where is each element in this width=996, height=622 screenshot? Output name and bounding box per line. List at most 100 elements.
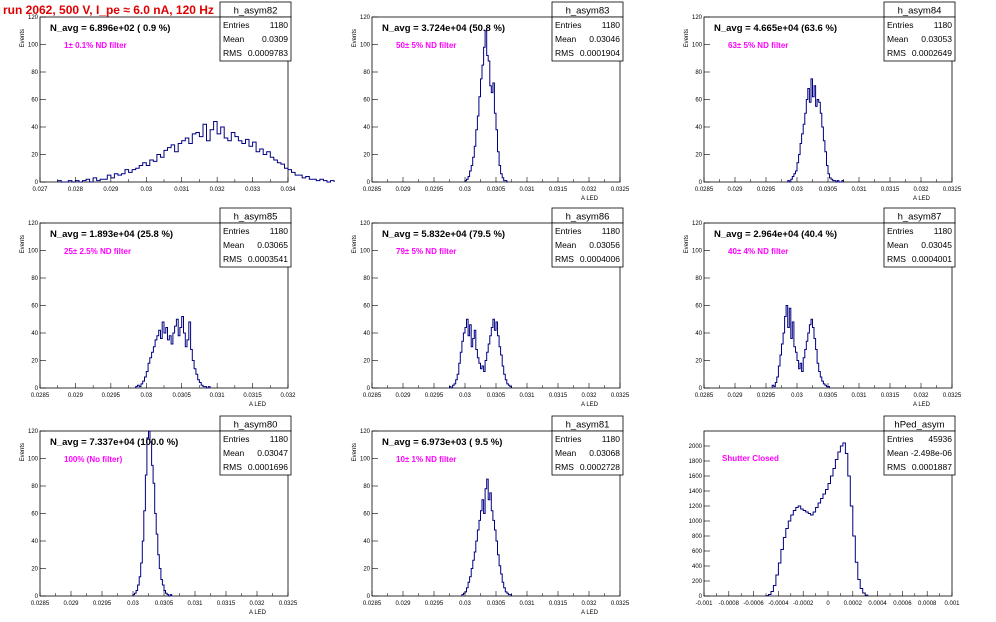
y-tick-label: 80 (31, 276, 38, 282)
x-tick-label: 0.0325 (611, 601, 630, 607)
y-tick-label: 100 (28, 43, 39, 49)
y-tick-label: 20 (695, 359, 702, 365)
x-tick-label: 0.0325 (943, 187, 962, 193)
y-axis-label: Events (352, 235, 358, 253)
x-tick-label: -0.0002 (793, 601, 814, 607)
histogram-name: h_asym83 (566, 6, 610, 17)
y-tick-label: 1400 (689, 489, 703, 495)
y-tick-label: 100 (28, 249, 39, 255)
y-tick-label: 100 (692, 249, 703, 255)
histogram-name: h_asym84 (898, 6, 942, 17)
stats-value: 45936 (928, 434, 952, 444)
x-tick-label: 0.032 (913, 187, 929, 193)
y-tick-label: 120 (692, 221, 703, 227)
stats-value: 1180 (602, 226, 621, 236)
navg-header: N_avg = 6.973e+03 ( 9.5 %) (382, 437, 502, 448)
y-axis-label: Events (352, 443, 358, 461)
x-tick-label: 0.03 (127, 601, 139, 607)
y-tick-label: 0 (35, 386, 39, 392)
y-tick-label: 80 (695, 70, 702, 76)
stats-value: 0.0009783 (248, 48, 288, 58)
navg-header: N_avg = 7.337e+04 (100.0 %) (50, 437, 178, 448)
stats-value: 0.03068 (589, 448, 620, 458)
x-tick-label: 0.0305 (155, 601, 174, 607)
stats-value: 0.0002728 (580, 462, 620, 472)
histogram-name: h_asym82 (234, 6, 278, 17)
y-axis-label: Events (20, 29, 26, 47)
x-axis-label: A LED (913, 402, 931, 408)
x-tick-label: 0.029 (395, 393, 411, 399)
x-tick-label: 0.028 (68, 187, 84, 193)
y-tick-label: 1600 (689, 474, 703, 480)
x-tick-label: 0.001 (944, 601, 960, 607)
x-tick-label: 0.032 (581, 393, 597, 399)
x-tick-label: 0.029 (395, 601, 411, 607)
x-tick-label: 0.0008 (918, 601, 937, 607)
x-tick-label: 0.0315 (549, 601, 568, 607)
y-tick-label: 1000 (689, 519, 703, 525)
x-tick-label: 0.032 (210, 187, 226, 193)
x-tick-label: 0.03 (459, 601, 471, 607)
y-tick-label: 80 (363, 276, 370, 282)
navg-header: N_avg = 6.896e+02 ( 0.9 %) (50, 23, 170, 34)
x-tick-label: 0.0295 (425, 601, 444, 607)
x-tick-label: 0.0285 (695, 187, 714, 193)
x-tick-label: 0.031 (187, 601, 203, 607)
x-tick-label: 0.033 (245, 187, 261, 193)
x-tick-label: 0.0315 (243, 393, 262, 399)
stats-value: -2.498e-06 (911, 448, 952, 458)
stats-label: Entries (887, 20, 913, 30)
y-tick-label: 20 (363, 359, 370, 365)
stats-box (219, 222, 292, 268)
histogram-name: h_asym85 (234, 212, 278, 223)
stats-value: 0.0001887 (912, 462, 952, 472)
x-tick-label: 0.0305 (487, 187, 506, 193)
y-axis-label: Events (684, 29, 690, 47)
histogram-line (464, 30, 509, 183)
y-tick-label: 120 (360, 15, 371, 21)
x-tick-label: 0.03 (140, 393, 152, 399)
stats-box (551, 222, 624, 268)
y-tick-label: 60 (31, 512, 38, 518)
x-tick-label: 0.029 (727, 187, 743, 193)
x-tick-label: 0.032 (581, 601, 597, 607)
y-tick-label: 0 (699, 386, 703, 392)
y-tick-label: 0 (367, 180, 371, 186)
stats-box (551, 16, 624, 62)
y-tick-label: 1200 (689, 504, 703, 510)
x-tick-label: 0.0285 (363, 601, 382, 607)
y-tick-label: 40 (695, 331, 702, 337)
stats-label: RMS (887, 254, 906, 264)
y-tick-label: 0 (699, 180, 703, 186)
y-tick-label: 20 (31, 359, 38, 365)
histogram-panel-h_asym85: 0.0285 0.029 0.0295 0.03 0.0305 0.031 0.0315 0.… (20, 207, 296, 408)
histogram-panel-h_asym87: 0.0285 0.029 0.0295 0.03 0.0305 0.031 0.0315 0.… (684, 207, 962, 408)
filter-annotation: 50± 5% ND filter (396, 41, 456, 50)
stats-value: 0.0004001 (912, 254, 952, 264)
y-tick-label: 60 (695, 98, 702, 104)
x-tick-label: 0.0315 (217, 601, 236, 607)
x-tick-label: 0.03 (140, 187, 152, 193)
y-tick-label: 100 (692, 43, 703, 49)
y-tick-label: 40 (31, 331, 38, 337)
histogram-line (57, 121, 335, 183)
x-axis-label: A LED (249, 402, 267, 408)
y-tick-label: 0 (367, 386, 371, 392)
stats-value: 0.0004006 (580, 254, 620, 264)
stats-box (883, 16, 956, 62)
histogram-name: h_asym81 (566, 420, 610, 431)
histogram-name: h_asym86 (566, 212, 610, 223)
x-tick-label: 0.0295 (102, 393, 121, 399)
stats-label: Mean (555, 448, 577, 458)
y-tick-label: 80 (363, 484, 370, 490)
y-tick-label: 20 (31, 567, 38, 573)
x-tick-label: 0.03 (791, 393, 803, 399)
stats-value: 1180 (270, 20, 289, 30)
histogram-line (135, 316, 211, 389)
filter-annotation: 63± 5% ND filter (728, 41, 788, 50)
stats-label: RMS (555, 462, 574, 472)
x-tick-label: 0.031 (851, 187, 867, 193)
filter-annotation: 25± 2.5% ND filter (64, 247, 131, 256)
y-tick-label: 100 (360, 457, 371, 463)
x-axis-label: A LED (249, 610, 267, 616)
